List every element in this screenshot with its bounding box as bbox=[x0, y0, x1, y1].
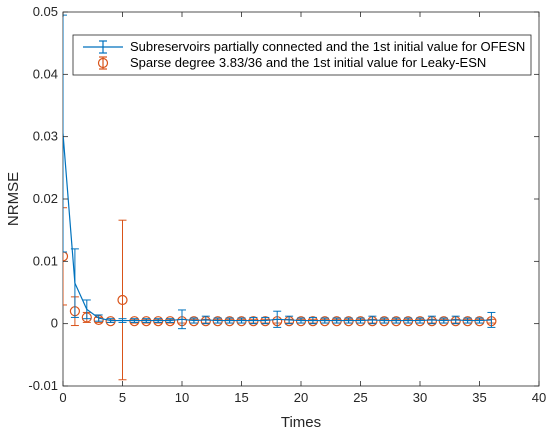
data-point-leaky-esn bbox=[248, 316, 259, 327]
data-point-leaky-esn bbox=[141, 316, 152, 327]
y-axis-label: NRMSE bbox=[5, 172, 22, 226]
data-point-leaky-esn bbox=[212, 316, 223, 327]
y-tick-label: 0.05 bbox=[33, 4, 58, 19]
legend-entry-ofesn: Subreservoirs partially connected and th… bbox=[83, 39, 525, 54]
data-point-leaky-esn bbox=[474, 316, 485, 327]
data-point-leaky-esn bbox=[462, 316, 473, 327]
data-point-leaky-esn bbox=[129, 316, 140, 327]
x-tick-label: 15 bbox=[234, 390, 248, 405]
data-point-leaky-esn bbox=[414, 316, 426, 327]
legend: Subreservoirs partially connected and th… bbox=[72, 34, 532, 76]
data-point-leaky-esn bbox=[331, 316, 342, 327]
y-tick-label: 0.03 bbox=[33, 129, 58, 144]
x-tick-label: 40 bbox=[532, 390, 546, 405]
y-tick-label: 0.04 bbox=[33, 66, 58, 81]
data-point-leaky-esn bbox=[236, 316, 247, 327]
y-tick-label: -0.01 bbox=[28, 378, 58, 393]
legend-label-ofesn: Subreservoirs partially connected and th… bbox=[130, 39, 525, 54]
data-point-leaky-esn bbox=[391, 316, 402, 327]
data-point-leaky-esn bbox=[438, 316, 449, 327]
data-point-leaky-esn bbox=[295, 316, 307, 327]
data-point-leaky-esn bbox=[343, 316, 354, 327]
series-layer bbox=[63, 14, 497, 381]
x-tick-label: 25 bbox=[353, 390, 367, 405]
data-point-leaky-esn bbox=[403, 316, 414, 327]
x-tick-label: 5 bbox=[119, 390, 126, 405]
y-tick-label: 0.01 bbox=[33, 253, 58, 268]
legend-label-leaky-esn: Sparse degree 3.83/36 and the 1st initia… bbox=[130, 55, 486, 70]
axes-layer: 0 5 10 15 20 25 30 35 40-0.0100.010.020.030.040.… bbox=[28, 4, 546, 405]
data-point-leaky-esn bbox=[260, 316, 271, 327]
series-ofesn bbox=[63, 14, 496, 330]
y-tick-label: 0.02 bbox=[33, 191, 58, 206]
data-point-leaky-esn bbox=[165, 316, 176, 327]
x-tick-label: 10 bbox=[175, 390, 189, 405]
x-tick-label: 35 bbox=[472, 390, 486, 405]
legend-box bbox=[72, 34, 532, 76]
data-point-leaky-esn bbox=[379, 316, 390, 327]
data-point-leaky-esn bbox=[63, 251, 69, 262]
data-point-leaky-esn bbox=[188, 316, 199, 327]
clipped-series-group bbox=[63, 14, 497, 381]
y-tick-label: 0 bbox=[51, 316, 58, 331]
data-point-leaky-esn bbox=[117, 294, 128, 306]
x-tick-label: 20 bbox=[294, 390, 308, 405]
data-point-leaky-esn bbox=[319, 316, 330, 327]
x-tick-label: 0 bbox=[59, 390, 66, 405]
data-point-leaky-esn bbox=[224, 316, 235, 327]
data-point-leaky-esn bbox=[355, 316, 366, 327]
data-point-leaky-esn bbox=[307, 316, 318, 327]
legend-entry-leaky-esn: Sparse degree 3.83/36 and the 1st initia… bbox=[97, 55, 486, 70]
x-axis-label: Times bbox=[281, 414, 321, 431]
data-point-leaky-esn bbox=[153, 316, 164, 327]
x-tick-label: 30 bbox=[413, 390, 427, 405]
legend-marker-leaky-esn bbox=[97, 57, 109, 69]
data-point-leaky-esn bbox=[105, 316, 116, 327]
